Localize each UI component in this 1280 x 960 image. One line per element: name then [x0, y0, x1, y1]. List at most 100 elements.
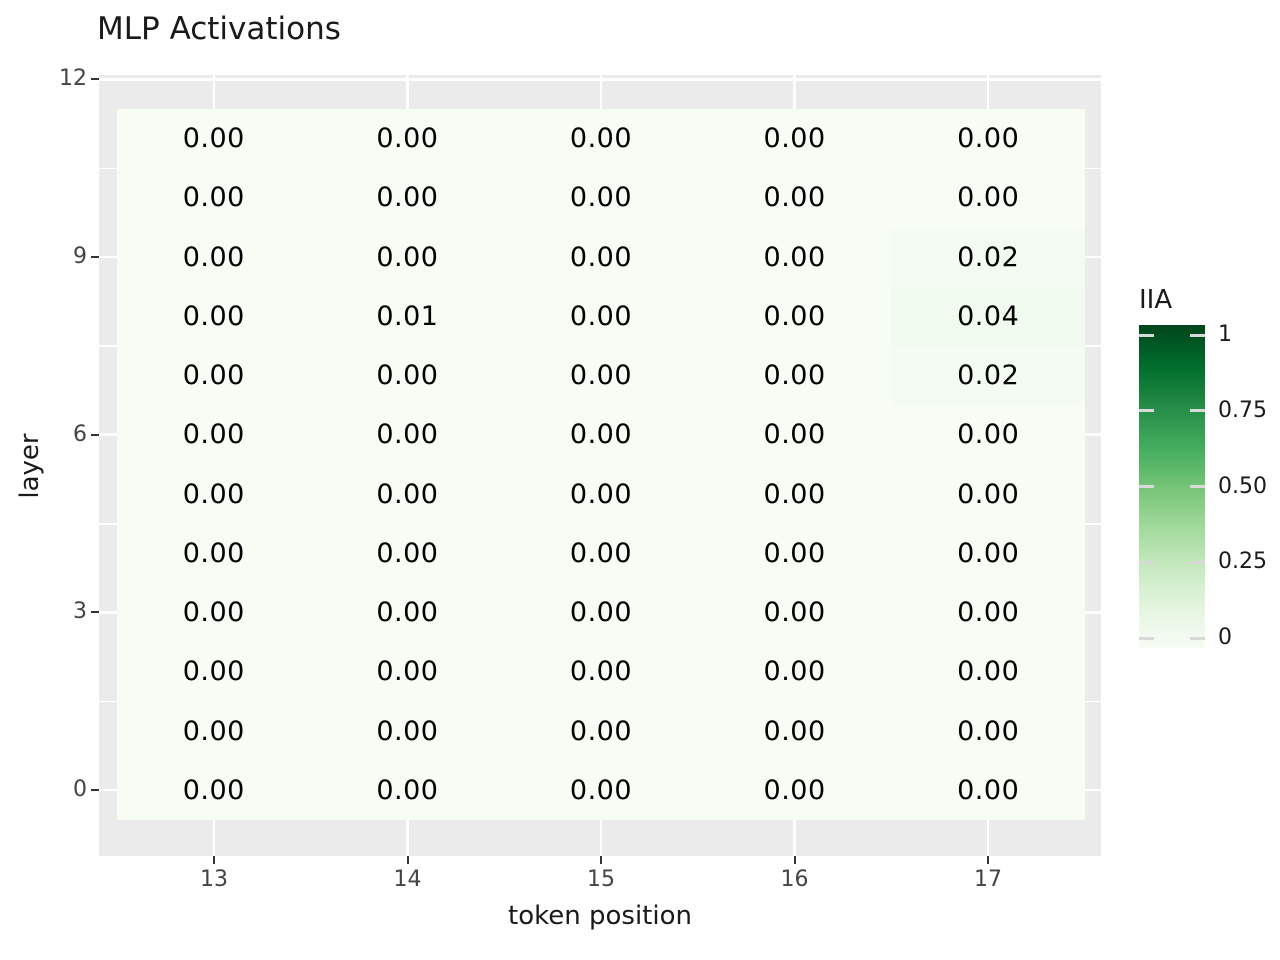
heatmap-cell: 0.01	[310, 286, 505, 346]
heatmap-cell: 0.00	[697, 405, 892, 465]
heatmap-cell: 0.00	[697, 523, 892, 583]
heatmap-cell-value: 0.00	[376, 123, 439, 155]
x-tick-label: 15	[587, 867, 615, 892]
heatmap-cell-value: 0.00	[182, 360, 245, 392]
heatmap-cell: 0.00	[310, 109, 505, 169]
heatmap-cell-value: 0.00	[957, 123, 1020, 155]
heatmap-cell-value: 0.04	[957, 300, 1020, 332]
y-axis-title: layer	[15, 433, 45, 499]
heatmap-cell-value: 0.00	[376, 360, 439, 392]
heatmap-cell-value: 0.00	[569, 537, 633, 569]
heatmap-cell: 0.00	[117, 405, 311, 465]
heatmap-cell-value: 0.00	[182, 419, 245, 451]
y-tick-mark	[91, 256, 99, 259]
heatmap-cell-value: 0.00	[957, 597, 1020, 629]
heatmap-cell: 0.00	[117, 346, 311, 406]
legend-tick-mark	[1190, 409, 1205, 413]
heatmap-cell-value: 0.00	[957, 774, 1020, 806]
heatmap-cell: 0.00	[310, 523, 505, 583]
heatmap-cell: 0.00	[310, 464, 505, 524]
heatmap-cell-value: 0.00	[763, 360, 826, 392]
heatmap-cell: 0.00	[117, 523, 311, 583]
heatmap-cell-value: 0.00	[569, 656, 633, 688]
heatmap-cell-value: 0.00	[957, 656, 1020, 688]
heatmap-cell-value: 0.00	[569, 360, 633, 392]
heatmap-cell-value: 0.00	[763, 241, 826, 273]
legend-tick-label: 0	[1218, 625, 1232, 650]
y-tick-mark	[91, 611, 99, 614]
heatmap-cell: 0.00	[117, 109, 311, 169]
heatmap-cell: 0.00	[504, 464, 698, 524]
heatmap-cell-value: 0.00	[182, 241, 245, 273]
heatmap-cell-value: 0.02	[957, 241, 1020, 273]
heatmap-cell-value: 0.00	[376, 478, 439, 510]
heatmap-cell: 0.00	[891, 642, 1085, 702]
legend-tick-mark	[1139, 636, 1154, 640]
legend-colorbar	[1139, 325, 1205, 648]
heatmap-cell: 0.00	[504, 405, 698, 465]
heatmap-cell: 0.00	[697, 642, 892, 702]
heatmap-cell: 0.00	[697, 168, 892, 228]
heatmap-cell: 0.00	[310, 760, 505, 820]
heatmap-cell-value: 0.00	[957, 715, 1020, 747]
legend-tick-label: 1	[1218, 322, 1232, 347]
heatmap-cell: 0.00	[310, 227, 505, 287]
heatmap-cell-value: 0.00	[182, 774, 245, 806]
heatmap-cell-value: 0.00	[569, 300, 633, 332]
heatmap-cell: 0.00	[504, 109, 698, 169]
heatmap-cell: 0.00	[697, 583, 892, 643]
heatmap-cell: 0.00	[697, 701, 892, 761]
heatmap-cell: 0.00	[117, 464, 311, 524]
legend-tick-mark	[1139, 560, 1154, 564]
heatmap-cell: 0.00	[117, 701, 311, 761]
heatmap-cell: 0.00	[891, 523, 1085, 583]
heatmap-cell: 0.00	[697, 286, 892, 346]
x-axis-title: token position	[508, 901, 692, 931]
heatmap-cell-value: 0.00	[182, 597, 245, 629]
heatmap-cell-value: 0.00	[569, 774, 633, 806]
legend-tick-mark	[1139, 485, 1154, 488]
heatmap-cell: 0.00	[117, 760, 311, 820]
heatmap-cell: 0.00	[504, 523, 698, 583]
heatmap-cell-value: 0.00	[376, 182, 439, 214]
heatmap-cell-value: 0.00	[569, 241, 633, 273]
legend-tick-mark	[1139, 333, 1154, 337]
heatmap-cell-value: 0.00	[763, 774, 826, 806]
heatmap-cell: 0.00	[891, 109, 1085, 169]
heatmap-cell: 0.00	[310, 168, 505, 228]
legend-tick-label: 0.25	[1218, 549, 1267, 575]
heatmap-cell-value: 0.00	[957, 537, 1020, 569]
heatmap-cell: 0.00	[504, 286, 698, 346]
heatmap-cell: 0.00	[310, 583, 505, 643]
heatmap-cell: 0.00	[504, 168, 698, 228]
heatmap-cell-value: 0.00	[376, 597, 439, 629]
legend-tick-mark	[1190, 636, 1205, 640]
heatmap-cell-value: 0.00	[376, 419, 439, 451]
heatmap-cell: 0.00	[117, 642, 311, 702]
heatmap-cell: 0.00	[891, 701, 1085, 761]
heatmap-cell: 0.00	[504, 760, 698, 820]
heatmap-cell-value: 0.00	[182, 715, 245, 747]
heatmap-cell-value: 0.00	[763, 656, 826, 688]
heatmap-cell-value: 0.00	[569, 478, 633, 510]
legend-tick-label: 0.75	[1218, 397, 1267, 423]
heatmap-cell-value: 0.00	[763, 182, 826, 214]
heatmap-cell: 0.00	[117, 168, 311, 228]
y-tick-label: 12	[59, 66, 87, 92]
heatmap-cell-value: 0.00	[182, 123, 245, 155]
y-tick-mark	[91, 78, 99, 81]
heatmap-cell: 0.00	[310, 642, 505, 702]
x-tick-mark	[600, 856, 602, 864]
heatmap-cell-value: 0.00	[957, 419, 1020, 451]
heatmap-cell: 0.00	[504, 346, 698, 406]
heatmap-cell-value: 0.00	[957, 182, 1020, 214]
heatmap-cell-value: 0.00	[182, 182, 245, 214]
heatmap-cell: 0.00	[504, 701, 698, 761]
heatmap-cell-value: 0.00	[763, 537, 826, 569]
heatmap-cell: 0.00	[117, 286, 311, 346]
heatmap-cell-value: 0.00	[763, 715, 826, 747]
heatmap-cell: 0.00	[117, 583, 311, 643]
heatmap-cell: 0.00	[697, 109, 892, 169]
heatmap-cell-value: 0.00	[763, 300, 826, 332]
chart-title: MLP Activations	[97, 11, 341, 47]
